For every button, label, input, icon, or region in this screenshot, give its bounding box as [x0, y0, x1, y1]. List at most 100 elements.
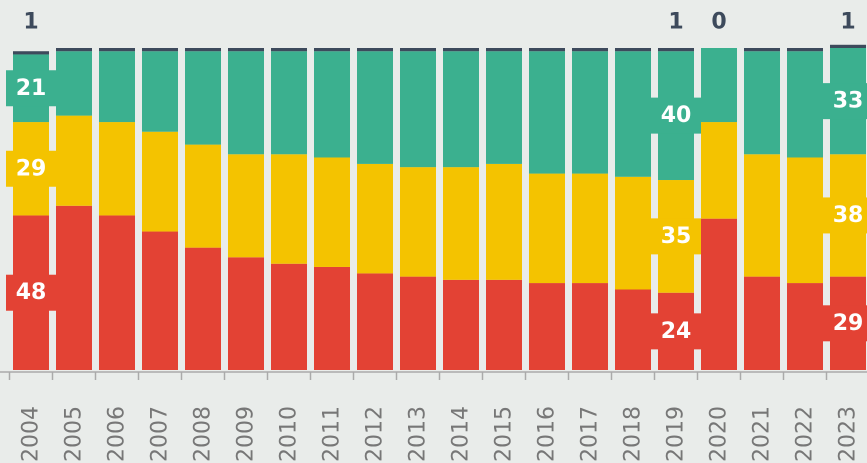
data-label: 29	[16, 156, 47, 181]
bar-segment	[314, 266, 350, 370]
bar-segment	[228, 257, 264, 370]
x-tick-label: 2008	[191, 406, 216, 462]
bar-segment	[830, 44, 866, 48]
data-label: 35	[661, 224, 692, 249]
bar-segment	[572, 283, 608, 370]
bar-segment	[572, 48, 608, 52]
bar-segment	[400, 276, 436, 370]
data-label: 1	[840, 10, 855, 35]
bar-segment	[99, 122, 135, 216]
bar-segment	[744, 51, 780, 155]
data-label: 1	[668, 10, 683, 35]
label-box	[651, 218, 701, 255]
bar-segment	[185, 247, 221, 370]
bar-segment	[357, 273, 393, 370]
bar-segment	[271, 263, 307, 370]
data-label: 29	[833, 311, 864, 336]
x-tick-label: 2015	[492, 406, 517, 462]
bar-segment	[99, 48, 135, 52]
x-tick-label: 2009	[234, 406, 259, 462]
bar-segment	[615, 289, 651, 370]
bar-segment	[228, 51, 264, 155]
data-label: 40	[661, 103, 692, 128]
bar-segment	[185, 144, 221, 248]
bar-segment	[486, 51, 522, 164]
x-tick-label: 2005	[62, 406, 87, 462]
bar-segment	[56, 115, 92, 206]
data-label: 33	[833, 89, 864, 114]
x-tick-label: 2006	[105, 406, 130, 462]
x-tick-label: 2013	[406, 406, 431, 462]
bar-segment	[357, 163, 393, 274]
bar-segment	[142, 231, 178, 370]
bar-segment	[443, 51, 479, 168]
x-tick-label: 2021	[750, 406, 775, 462]
bar-segment	[701, 218, 737, 370]
bar-segment	[56, 48, 92, 52]
bar-segment	[271, 154, 307, 264]
label-box	[823, 83, 867, 120]
bar-segment	[615, 51, 651, 177]
bar-segment	[529, 48, 565, 52]
bar-segment	[99, 51, 135, 123]
x-tick-label: 2022	[793, 406, 818, 462]
bar-segment	[701, 122, 737, 219]
label-box	[6, 70, 56, 107]
data-label: 48	[16, 280, 47, 305]
data-label: 0	[711, 10, 726, 35]
x-tick-label: 2017	[578, 406, 603, 462]
bar-segment	[787, 51, 823, 158]
label-box	[651, 97, 701, 134]
bar-segment	[572, 51, 608, 174]
label-box	[823, 197, 867, 234]
bar-segment	[744, 48, 780, 52]
data-label: 24	[661, 319, 692, 344]
bar-segment	[142, 48, 178, 52]
bar-segment	[529, 283, 565, 370]
data-label: 38	[833, 203, 864, 228]
bar-segment	[56, 205, 92, 370]
bar-segment	[13, 51, 49, 55]
x-tick-label: 2007	[148, 406, 173, 462]
bar-segment	[486, 48, 522, 52]
x-tick-label: 2018	[621, 406, 646, 462]
x-tick-label: 2014	[449, 406, 474, 462]
bar-segment	[271, 48, 307, 52]
bar-segment	[400, 51, 436, 168]
x-tick-label: 2011	[320, 406, 345, 462]
bar-segment	[185, 48, 221, 52]
bar-segment	[142, 131, 178, 232]
bar-segment	[658, 48, 694, 52]
x-tick-label: 2020	[707, 406, 732, 462]
x-tick-label: 2023	[836, 406, 861, 462]
bar-segment	[787, 283, 823, 370]
bar-segment	[744, 154, 780, 277]
bar-segment	[357, 51, 393, 164]
x-tick-label: 2004	[19, 406, 44, 462]
bar-segment	[443, 279, 479, 370]
x-tick-label: 2019	[664, 406, 689, 462]
bar-segment	[486, 163, 522, 280]
bar-segment	[615, 176, 651, 290]
bar-segment	[56, 51, 92, 116]
bar-segment	[529, 173, 565, 284]
bar-segment	[744, 276, 780, 370]
label-box	[6, 150, 56, 187]
label-box	[6, 274, 56, 311]
bar-segment	[357, 48, 393, 52]
bar-segment	[787, 157, 823, 284]
data-label: 1	[23, 10, 38, 35]
bar-segment	[400, 48, 436, 52]
data-label: 21	[16, 76, 47, 101]
bar-segment	[228, 48, 264, 52]
bar-segment	[529, 51, 565, 174]
bar-segment	[701, 48, 737, 123]
bar-segment	[787, 48, 823, 52]
bar-segment	[443, 48, 479, 52]
x-tick-label: 2012	[363, 406, 388, 462]
x-tick-label: 2016	[535, 406, 560, 462]
label-box	[651, 313, 701, 350]
bar-segment	[228, 154, 264, 258]
bar-segment	[271, 51, 307, 155]
